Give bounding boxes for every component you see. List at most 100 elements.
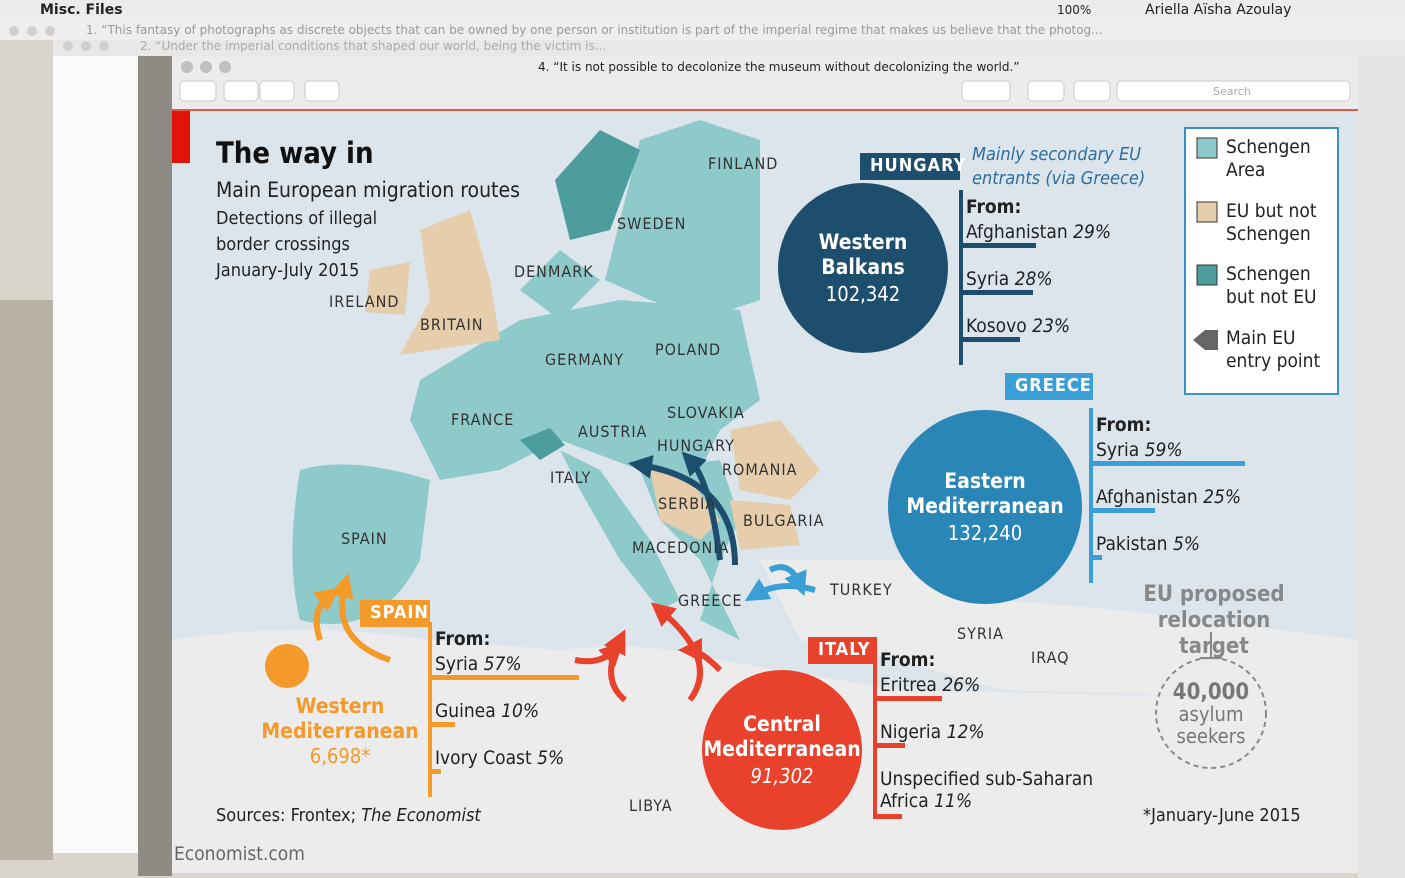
share-bar	[1089, 555, 1103, 560]
country-label: TURKEY	[830, 580, 893, 599]
origin-row: Ivory Coast 5%	[435, 747, 675, 769]
origin-country: Afghanistan	[966, 221, 1068, 243]
credit: Economist.com	[174, 843, 305, 865]
entry-point: ITALY	[818, 639, 871, 660]
origin-row: Syria 57%	[435, 653, 675, 675]
entry-tag	[860, 153, 960, 180]
share-bar	[428, 769, 442, 774]
origin-country: Kosovo	[966, 315, 1027, 337]
origin-share: 23%	[1032, 315, 1071, 337]
country-label: MACEDONIA	[632, 538, 730, 557]
origin-share: 59%	[1144, 439, 1183, 461]
share-bar	[428, 722, 455, 727]
country-label: HUNGARY	[657, 436, 735, 455]
legend-entry: Main EU entry point	[1226, 327, 1321, 372]
origin-country: Pakistan	[1096, 533, 1168, 555]
country-label: SYRIA	[957, 624, 1005, 643]
share-bar	[959, 337, 1020, 342]
route-name: Mediterranean	[906, 494, 1064, 518]
origin-share: 26%	[942, 674, 981, 696]
from-label: From:	[435, 628, 491, 650]
share-bar	[873, 814, 903, 819]
origin-share: 5%	[537, 747, 565, 769]
share-bar	[428, 675, 580, 680]
country-label: SPAIN	[341, 529, 388, 548]
origin-row: Pakistan 5%	[1096, 533, 1336, 555]
from-label: From:	[880, 649, 936, 671]
share-bar	[873, 696, 942, 701]
relocation-number: 40,000	[1172, 680, 1250, 705]
route-total: 132,240	[947, 521, 1023, 545]
route-name: Mediterranean	[703, 737, 861, 761]
origin-country: Guinea	[435, 700, 496, 722]
country-label: BULGARIA	[743, 511, 825, 530]
origin-country: Nigeria	[880, 721, 942, 743]
legend-entry: Schengen but not EU	[1226, 263, 1317, 308]
origin-share: 25%	[1203, 486, 1242, 508]
window-title: 2. “Under the imperial conditions that s…	[140, 39, 607, 53]
route-rule	[873, 643, 877, 818]
origin-country: Eritrea	[880, 674, 937, 696]
entry-point: HUNGARY	[870, 155, 967, 176]
share-bar	[1089, 461, 1246, 466]
origin-share: 10%	[501, 700, 540, 722]
origin-row: Eritrea 26%	[880, 674, 1120, 696]
subtitle: Main European migration routes	[216, 178, 520, 202]
route-total: 102,342	[825, 282, 901, 306]
user-name: Ariella Aïsha Azoulay	[1145, 2, 1292, 18]
description: Detections of illegal	[216, 208, 378, 229]
app-name: Misc. Files	[40, 2, 123, 18]
share-bar	[959, 290, 1034, 295]
country-label: ITALY	[550, 468, 592, 487]
route-rule	[1089, 408, 1093, 583]
entry-tag	[808, 637, 877, 664]
origin-share: 57%	[483, 653, 522, 675]
share-bar	[959, 243, 1036, 248]
battery: 100%	[1057, 3, 1092, 17]
country-label: IRAQ	[1031, 648, 1070, 667]
entry-point: GREECE	[1015, 375, 1092, 396]
route-name: Central	[743, 712, 821, 736]
country-label: POLAND	[655, 340, 722, 359]
origin-share: 11%	[934, 790, 973, 812]
title: The way in	[216, 136, 374, 170]
legend-entry: EU but not Schengen	[1226, 200, 1317, 245]
country-label: GERMANY	[545, 350, 625, 369]
footnote: *January-June 2015	[1143, 805, 1301, 826]
origin-row: Afghanistan 29%	[966, 221, 1206, 243]
origin-country: Syria	[966, 268, 1010, 290]
route-total: 91,302	[750, 764, 814, 788]
relocation-title: EU proposed relocation target	[1143, 582, 1285, 659]
country-label: FINLAND	[708, 154, 779, 173]
origin-country: Syria	[435, 653, 479, 675]
country-label: SERBIA	[658, 494, 717, 513]
route-rule	[959, 190, 963, 365]
route-rule	[428, 622, 432, 797]
window-title: 4. “It is not possible to decolonize the…	[538, 60, 1020, 74]
route-name: Balkans	[821, 255, 905, 279]
origin-row: Guinea 10%	[435, 700, 675, 722]
route-name: Western	[818, 230, 908, 254]
origin-share: 29%	[1073, 221, 1112, 243]
route-note: Mainly secondary EU entrants (via Greece…	[972, 144, 1146, 189]
origin-row: Afghanistan 25%	[1096, 486, 1336, 508]
origin-row: Unspecified sub-Saharan Africa 11%	[880, 768, 1120, 812]
sources-italic: The Economist	[361, 805, 481, 826]
country-label: GREECE	[678, 591, 743, 610]
share-bar	[873, 743, 905, 748]
route-name: Western	[295, 694, 385, 718]
origin-country: Unspecified sub-Saharan Africa	[880, 768, 1094, 812]
country-label: SLOVAKIA	[667, 403, 745, 422]
country-label: LIBYA	[629, 796, 673, 815]
route-name: Eastern	[944, 469, 1026, 493]
country-label: FRANCE	[451, 410, 515, 429]
origin-row: Syria 59%	[1096, 439, 1336, 461]
description: January-July 2015	[216, 260, 360, 281]
country-label: AUSTRIA	[578, 422, 648, 441]
country-label: SWEDEN	[617, 214, 687, 233]
origin-row: Syria 28%	[966, 268, 1206, 290]
origin-share: 12%	[946, 721, 985, 743]
relocation-unit: asylum seekers	[1176, 702, 1246, 748]
origin-row: Nigeria 12%	[880, 721, 1120, 743]
